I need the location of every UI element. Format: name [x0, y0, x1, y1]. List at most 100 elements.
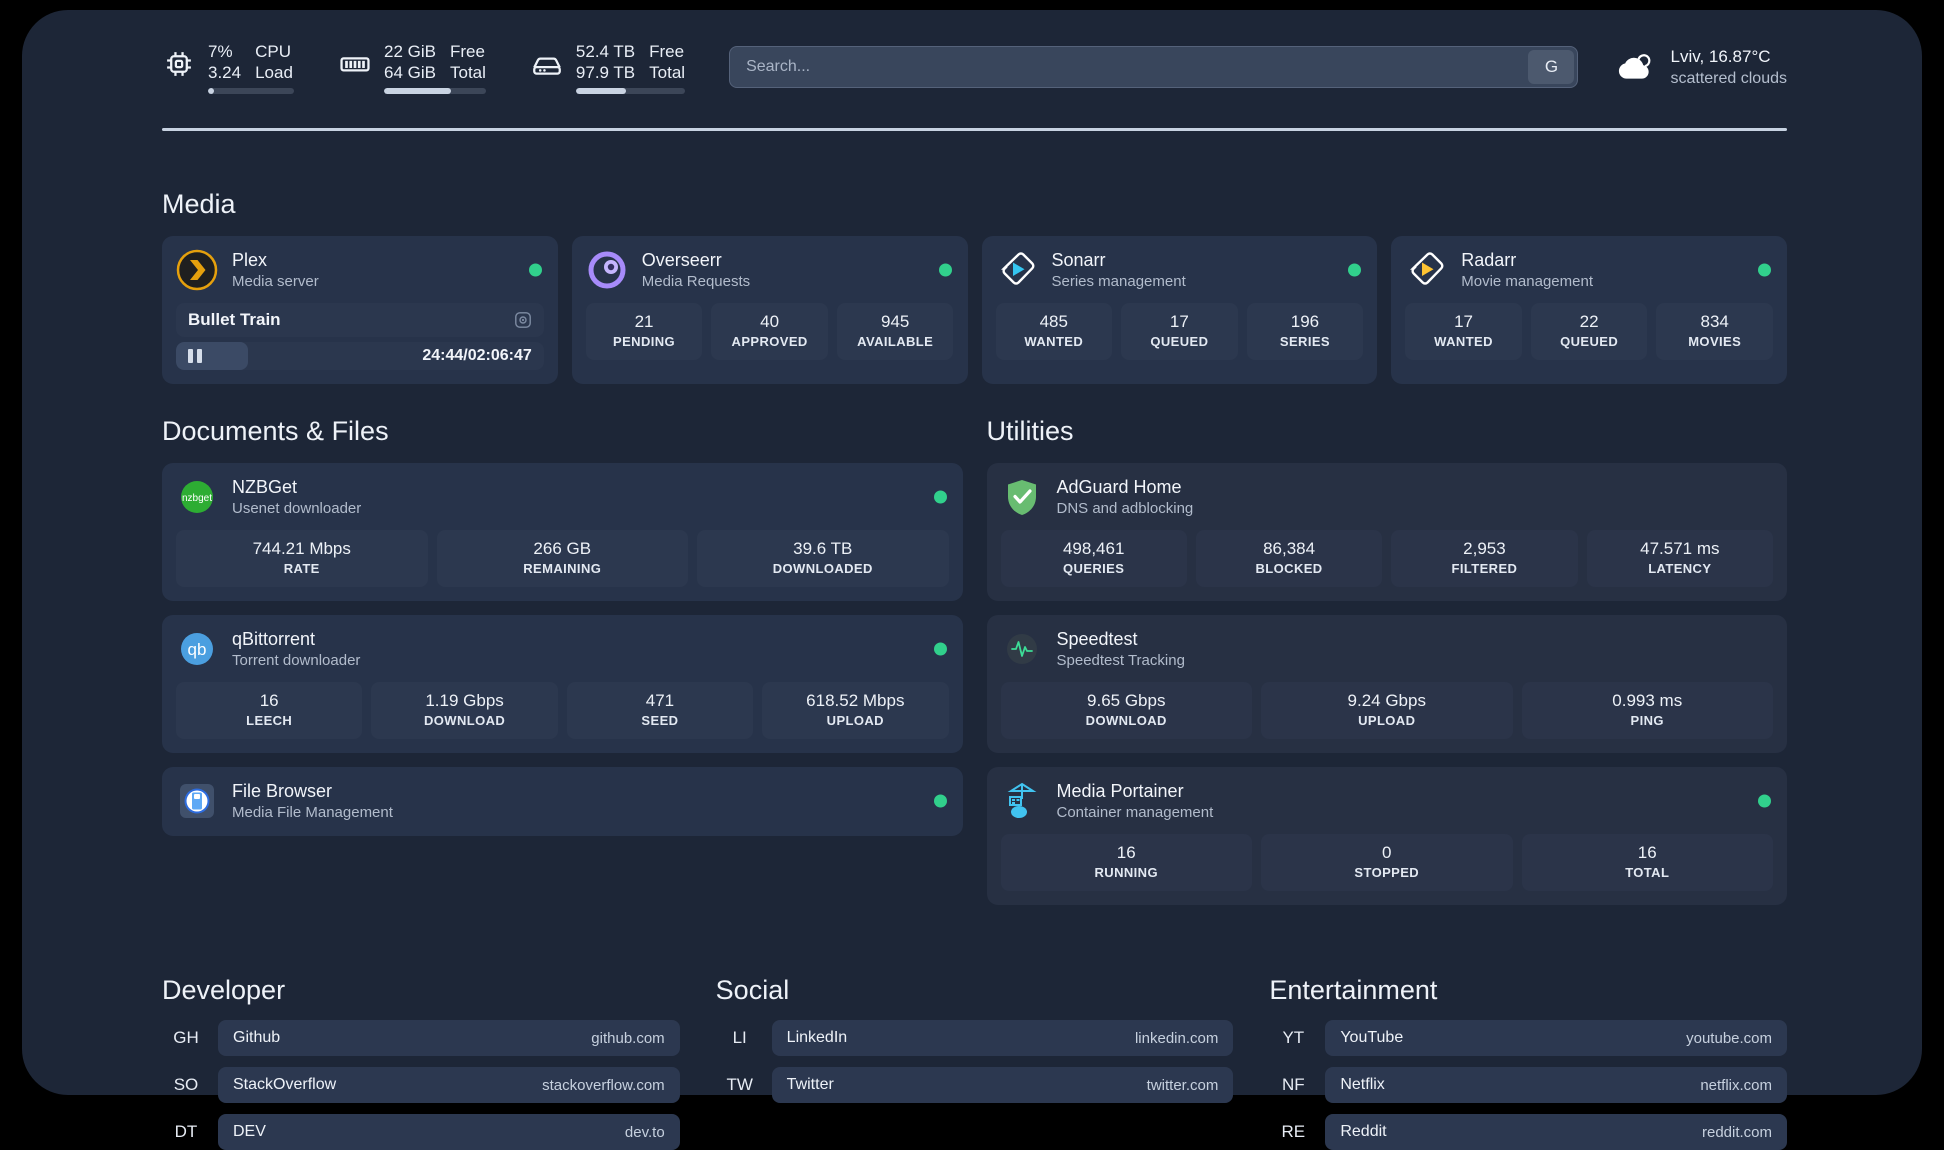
utilities-section-title: Utilities — [986, 416, 1074, 446]
stat-item: 471 SEED — [566, 682, 754, 739]
card-header: nzbget NZBGet Usenet downloader — [176, 476, 949, 518]
bookmark-url: youtube.com — [1686, 1029, 1773, 1047]
stat-value: 945 — [881, 312, 910, 331]
bookmark-link[interactable]: StackOverflow stackoverflow.com — [218, 1067, 680, 1103]
stat-item: 16 TOTAL — [1521, 834, 1773, 891]
service-card-speedtest[interactable]: Speedtest Speedtest Tracking 9.65 Gbps D… — [986, 615, 1787, 753]
stat-item: 2,953 FILTERED — [1391, 530, 1578, 587]
service-card-plex[interactable]: Plex Media server Bullet Train — [162, 236, 558, 384]
stat-label: DOWNLOAD — [423, 713, 506, 728]
plex-icon — [176, 249, 218, 291]
bookmark-link[interactable]: Netflix netflix.com — [1325, 1067, 1788, 1103]
utilities-section: Utilities AdGuard Home — [986, 416, 1787, 905]
bookmark-link[interactable]: Reddit reddit.com — [1325, 1114, 1788, 1150]
stat-item: 834 MOVIES — [1656, 303, 1773, 360]
svg-text:nzbget: nzbget — [182, 493, 212, 504]
stat-value: 40 — [760, 312, 780, 331]
service-card-qbittorrent[interactable]: qb qBittorrent Torrent downloader — [162, 615, 963, 753]
bookmark-item[interactable]: DT DEV dev.to — [162, 1114, 680, 1150]
memory-value-top: 22 GiB — [384, 41, 436, 61]
resource-disk: 52.4 TB 97.9 TB Free Total — [530, 41, 686, 94]
bookmark-link[interactable]: DEV dev.to — [218, 1114, 680, 1150]
stat-item: 9.24 Gbps UPLOAD — [1261, 682, 1513, 739]
cpu-labels: CPU Load — [255, 41, 293, 83]
svg-text:qb: qb — [188, 640, 207, 659]
stat-value: 16 — [1637, 843, 1657, 862]
now-playing-progress[interactable]: 24:44/02:06:47 — [176, 342, 544, 370]
cpu-label-bottom: Load — [255, 62, 293, 82]
stat-label: PING — [1630, 713, 1664, 728]
stat-item: 16 RUNNING — [1000, 834, 1252, 891]
stat-value: 2,953 — [1463, 539, 1506, 558]
memory-icon — [338, 47, 372, 81]
service-name: Plex — [232, 250, 268, 270]
bookmark-link[interactable]: Github github.com — [218, 1020, 680, 1056]
bookmark-group-social: Social LI LinkedIn linkedin.com TW Twitt… — [716, 975, 1234, 1150]
stat-item: 21 PENDING — [585, 303, 703, 360]
stat-label: SEED — [641, 713, 679, 728]
stat-item: 40 APPROVED — [711, 303, 828, 360]
search-input[interactable] — [729, 46, 1579, 88]
status-indicator — [1348, 263, 1362, 277]
bookmark-link[interactable]: YouTube youtube.com — [1325, 1020, 1788, 1056]
bookmark-item[interactable]: GH Github github.com — [162, 1020, 680, 1056]
stat-label: FILTERED — [1451, 561, 1518, 576]
bookmark-url: dev.to — [624, 1123, 665, 1141]
stat-label: DOWNLOAD — [1085, 713, 1167, 728]
bookmark-item[interactable]: SO StackOverflow stackoverflow.com — [162, 1067, 680, 1103]
memory-labels: Free Total — [450, 41, 486, 83]
bookmark-abbr: YT — [1282, 1028, 1305, 1047]
cpu-icon — [162, 47, 196, 81]
cpu-usage-bar — [208, 87, 294, 94]
stat-value: 485 — [1039, 312, 1068, 331]
stat-item: 39.6 TB DOWNLOADED — [697, 530, 949, 587]
sonarr-icon — [996, 249, 1038, 291]
stat-value: 47.571 ms — [1640, 539, 1720, 558]
service-description: Media File Management — [232, 804, 393, 821]
service-card-portainer[interactable]: Media Portainer Container management 16 … — [986, 767, 1787, 905]
service-name: Radarr — [1461, 250, 1517, 270]
bookmark-item[interactable]: YT YouTube youtube.com — [1269, 1020, 1788, 1056]
service-name: qBittorrent — [232, 629, 316, 649]
memory-values: 22 GiB 64 GiB — [384, 41, 436, 83]
duration-time: 02:06:47 — [467, 347, 532, 364]
now-playing-title: Bullet Train — [188, 310, 281, 329]
service-card-sonarr[interactable]: Sonarr Series management 485 WANTED 17 Q… — [981, 236, 1378, 384]
service-name: Speedtest — [1056, 629, 1138, 649]
gear-icon[interactable] — [514, 311, 532, 329]
stats-row: 16 LEECH 1.19 Gbps DOWNLOAD 471 SEED — [176, 682, 949, 739]
radarr-icon — [1405, 249, 1447, 291]
bookmark-link[interactable]: Twitter twitter.com — [771, 1067, 1234, 1103]
bookmark-name: Twitter — [786, 1076, 834, 1093]
stat-value: 21 — [634, 312, 654, 331]
media-section-title: Media — [162, 189, 236, 219]
stat-item: 22 QUEUED — [1530, 303, 1648, 360]
service-card-nzbget[interactable]: nzbget NZBGet Usenet downloader 74 — [162, 463, 963, 601]
bookmark-item[interactable]: TW Twitter twitter.com — [716, 1067, 1234, 1103]
service-description: Usenet downloader — [232, 500, 362, 517]
bookmark-item[interactable]: RE Reddit reddit.com — [1269, 1114, 1788, 1150]
pause-icon[interactable] — [188, 349, 202, 363]
header-divider — [162, 128, 1787, 131]
stats-row: 16 RUNNING 0 STOPPED 16 TOTAL — [1000, 834, 1773, 891]
dashboard-content: 7% 3.24 CPU Load — [162, 28, 1788, 1150]
stat-item: 945 AVAILABLE — [836, 303, 954, 360]
stat-item: 1.19 Gbps DOWNLOAD — [371, 682, 558, 739]
adguard-icon — [1001, 476, 1043, 518]
service-card-overseerr[interactable]: Overseerr Media Requests 21 PENDING 40 A… — [571, 236, 968, 384]
bookmarks-section: Developer GH Github github.com SO StackO… — [162, 975, 1788, 1150]
portainer-icon — [1001, 780, 1043, 822]
bookmark-name: Netflix — [1340, 1076, 1385, 1093]
stat-item: 485 WANTED — [995, 303, 1113, 360]
stats-row: 498,461 QUERIES 86,384 BLOCKED 2,953 FIL… — [1000, 530, 1773, 587]
bookmark-item[interactable]: LI LinkedIn linkedin.com — [716, 1020, 1234, 1056]
bookmark-name: YouTube — [1340, 1029, 1404, 1046]
bookmark-link[interactable]: LinkedIn linkedin.com — [771, 1020, 1234, 1056]
service-card-filebrowser[interactable]: File Browser Media File Management — [162, 767, 963, 836]
search-engine-badge[interactable]: G — [1528, 50, 1575, 84]
service-card-radarr[interactable]: Radarr Movie management 17 WANTED 22 QUE… — [1391, 236, 1787, 384]
stat-value: 471 — [645, 691, 675, 710]
bookmark-item[interactable]: NF Netflix netflix.com — [1269, 1067, 1788, 1103]
service-card-adguard[interactable]: AdGuard Home DNS and adblocking 498,461 … — [986, 463, 1787, 601]
status-indicator — [528, 263, 542, 277]
